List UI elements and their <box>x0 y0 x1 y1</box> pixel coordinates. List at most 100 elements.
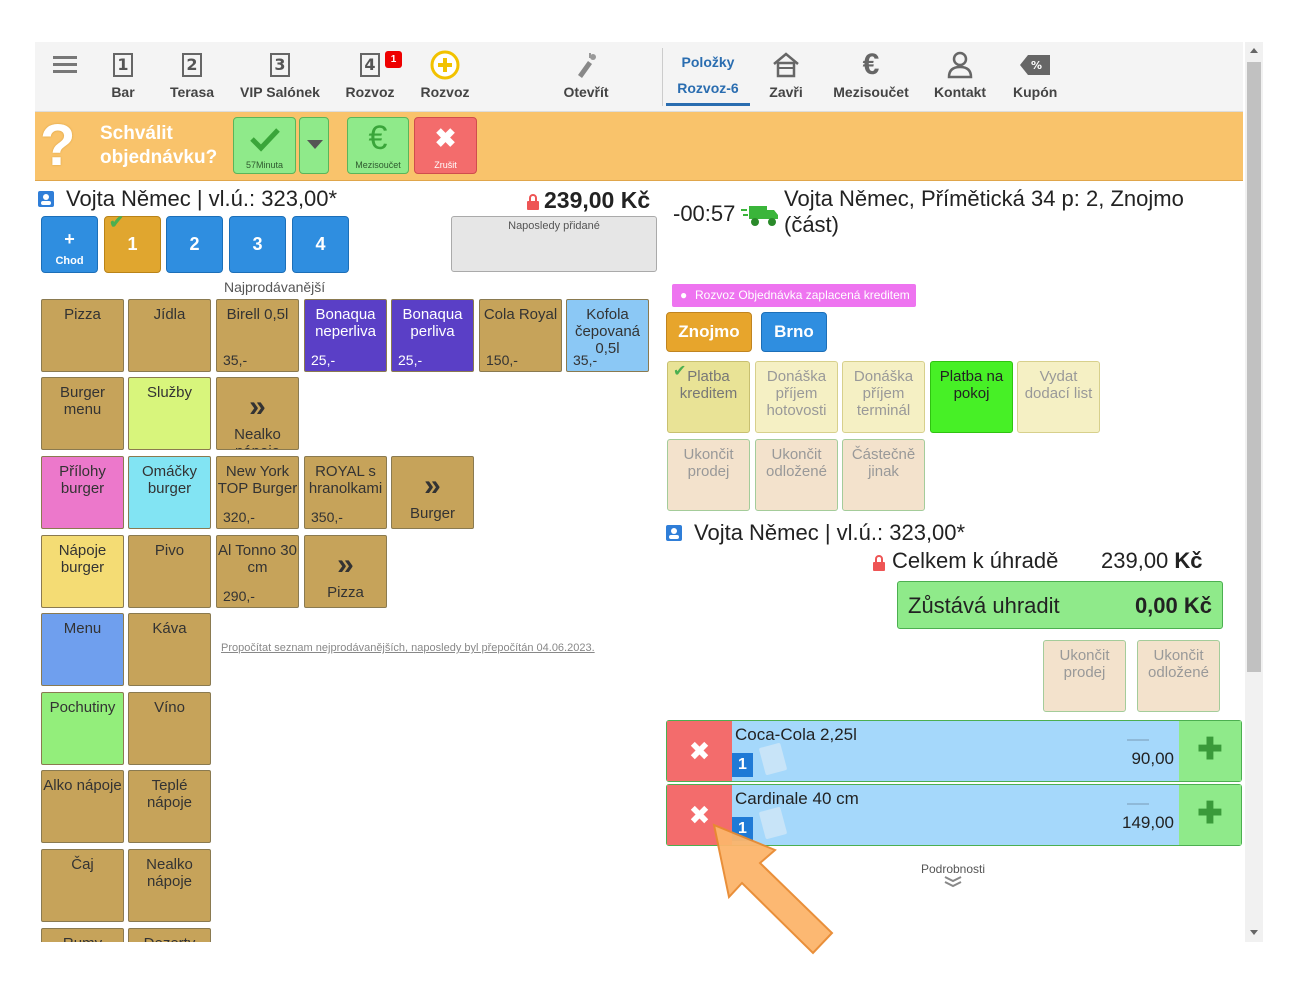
note-icon[interactable] <box>758 742 788 776</box>
cancel-sub-label: Zrušit <box>434 160 457 170</box>
checkmark-icon <box>249 128 280 152</box>
category-pizza[interactable]: Pizza <box>41 299 124 372</box>
recently-added-box[interactable]: Naposledy přidané <box>451 216 657 272</box>
order-item-body[interactable]: Cardinale 40 cm 1 149,00 <box>732 785 1179 845</box>
finish-sale-button[interactable]: Ukončit prodej <box>667 439 750 511</box>
details-toggle[interactable]: Podrobnosti <box>903 862 1003 891</box>
order-item-row[interactable]: ✖ Coca-Cola 2,25l 1 90,00 ✚ <box>666 720 1242 782</box>
category-caj[interactable]: Čaj <box>41 849 124 922</box>
more-burger-button[interactable]: » Burger <box>391 456 474 529</box>
product-price: 320,- <box>223 509 255 525</box>
remove-item-button[interactable]: ✖ <box>667 721 732 781</box>
branch-brno-button[interactable]: Brno <box>761 312 827 352</box>
finish-deferred-button[interactable]: Ukončit odložené <box>1137 640 1220 712</box>
hamburger-icon <box>47 50 82 80</box>
product-tile[interactable]: Cola Royal 150,- <box>479 299 562 372</box>
course-3-button[interactable]: 3 <box>229 216 286 273</box>
category-rumy[interactable]: Rumy <box>41 928 124 942</box>
order-item-body[interactable]: Coca-Cola 2,25l 1 90,00 <box>732 721 1179 781</box>
menu-button[interactable] <box>47 50 82 106</box>
add-quantity-button[interactable]: ✚ <box>1179 721 1241 781</box>
pay-room-button[interactable]: Platba na pokoj <box>930 361 1013 433</box>
pay-credit-button[interactable]: ✔ Platba kreditem <box>667 361 750 433</box>
confirm-button[interactable]: 57Minuta <box>233 117 296 174</box>
coupon-tag-icon: % <box>1013 50 1057 80</box>
nav-rozvoz-new[interactable]: Rozvoz <box>419 50 471 106</box>
finish-sale-button[interactable]: Ukončit prodej <box>1043 640 1126 712</box>
nav-vip-salonek[interactable]: 3 VIP Salónek <box>240 50 320 106</box>
checkmark-icon: ✔ <box>109 212 125 232</box>
customer-name[interactable]: Vojta Němec | vl.ú.: 323,00* <box>694 520 966 545</box>
svg-text:%: % <box>1031 59 1042 72</box>
product-name: Bonaqua neperliva <box>315 306 376 340</box>
recently-added-label: Naposledy přidané <box>508 220 600 232</box>
category-dezerty[interactable]: Dezerty <box>128 928 211 942</box>
product-tile[interactable]: Bonaqua perliva 25,- <box>391 299 474 372</box>
more-pizza-button[interactable]: » Pizza <box>304 535 387 608</box>
category-prilohy-burger[interactable]: Přílohy burger <box>41 456 124 529</box>
category-omacky-burger[interactable]: Omáčky burger <box>128 456 211 529</box>
approve-order-bar: ? Schválit objednávku? 57Minuta € Meziso… <box>35 112 1243 181</box>
scroll-up-icon[interactable] <box>1250 48 1258 53</box>
delivery-note-button[interactable]: Vydat dodací list <box>1017 361 1100 433</box>
scroll-down-icon[interactable] <box>1250 930 1258 935</box>
order-item-row[interactable]: ✖ Cardinale 40 cm 1 149,00 ✚ <box>666 784 1242 846</box>
category-burger-menu[interactable]: Burger menu <box>41 377 124 450</box>
nav-zavri[interactable]: Zavři <box>766 50 806 106</box>
category-napoje-burger[interactable]: Nápoje burger <box>41 535 124 608</box>
cancel-button[interactable]: ✖ Zrušit <box>414 117 477 174</box>
add-quantity-button[interactable]: ✚ <box>1179 785 1241 845</box>
category-jidla[interactable]: Jídla <box>128 299 211 372</box>
minus-icon[interactable] <box>1127 803 1149 805</box>
nav-kontakt[interactable]: Kontakt <box>933 50 987 106</box>
course-add-button[interactable]: + Chod <box>41 216 98 273</box>
product-tile[interactable]: Birell 0,5l 35,- <box>216 299 299 372</box>
total-label: Celkem k úhradě <box>892 548 1059 573</box>
nav-mezisoucet[interactable]: € Mezisoučet <box>831 48 911 106</box>
customer-name[interactable]: Vojta Němec | vl.ú.: 323,00* <box>66 186 338 211</box>
more-label: Pizza <box>327 584 364 601</box>
more-nealko-button[interactable]: » Nealko nápoje <box>216 377 299 450</box>
product-name: Kofola čepovaná 0,5l <box>574 306 641 357</box>
nav-label: Kupón <box>1013 84 1058 100</box>
recalculate-link[interactable]: Propočítat seznam nejprodávanějších, nap… <box>221 642 595 654</box>
nav-rozvoz-4[interactable]: 4 1 Rozvoz <box>343 50 402 106</box>
product-tile[interactable]: Bonaqua neperliva 25,- <box>304 299 387 372</box>
category-teple-napoje[interactable]: Teplé nápoje <box>128 770 211 843</box>
tab-polozky[interactable]: Položky Rozvoz-6 <box>666 52 750 106</box>
product-tile[interactable]: ROYAL s hranolkami 350,- <box>304 456 387 529</box>
delivery-cash-button[interactable]: Donáška příjem hotovosti <box>755 361 838 433</box>
category-sluzby[interactable]: Služby <box>128 377 211 450</box>
nav-otevrit[interactable]: Otevřít <box>561 50 611 106</box>
scrollbar-thumb[interactable] <box>1247 62 1261 672</box>
category-pivo[interactable]: Pivo <box>128 535 211 608</box>
product-tile[interactable]: New York TOP Burger 320,- <box>216 456 299 529</box>
nav-label: Zavři <box>769 84 803 100</box>
nav-terasa[interactable]: 2 Terasa <box>168 50 216 106</box>
category-pochutiny[interactable]: Pochutiny <box>41 692 124 765</box>
minus-icon[interactable] <box>1127 739 1149 741</box>
delivery-terminal-button[interactable]: Donáška příjem terminál <box>842 361 925 433</box>
course-2-button[interactable]: 2 <box>166 216 223 273</box>
order-tag-label: Rozvoz Objednávka zaplacená kreditem <box>695 288 910 302</box>
item-qty[interactable]: 1 <box>732 753 753 777</box>
nav-kupon[interactable]: % Kupón <box>1013 50 1057 106</box>
course-4-button[interactable]: 4 <box>292 216 349 273</box>
scrollbar[interactable] <box>1245 42 1263 942</box>
add-circle-icon <box>419 50 471 80</box>
finish-deferred-button[interactable]: Ukončit odložené <box>755 439 838 511</box>
category-nealko-napoje[interactable]: Nealko nápoje <box>128 849 211 922</box>
nav-bar[interactable]: 1 Bar <box>101 50 145 106</box>
remaining-box: Zůstává uhradit 0,00 Kč <box>897 581 1223 629</box>
product-tile[interactable]: Al Tonno 30 cm 290,- <box>216 535 299 608</box>
subtotal-button[interactable]: € Mezisoučet <box>347 117 409 174</box>
partial-other-button[interactable]: Částečně jinak <box>842 439 925 511</box>
confirm-dropdown-button[interactable] <box>299 117 329 174</box>
course-1-button[interactable]: ✔ 1 <box>104 212 161 273</box>
product-tile[interactable]: Kofola čepovaná 0,5l 35,- <box>566 299 649 372</box>
category-kava[interactable]: Káva <box>128 613 211 686</box>
branch-znojmo-button[interactable]: Znojmo <box>666 312 752 352</box>
category-vino[interactable]: Víno <box>128 692 211 765</box>
category-alko-napoje[interactable]: Alko nápoje <box>41 770 124 843</box>
category-menu[interactable]: Menu <box>41 613 124 686</box>
